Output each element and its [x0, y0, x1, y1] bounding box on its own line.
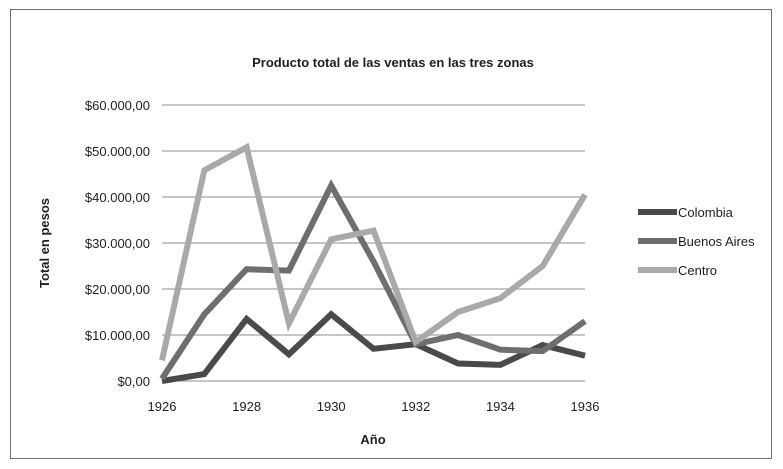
- legend-label: Colombia: [678, 205, 734, 220]
- y-axis-ticks: $0,00 $10.000,00 $20.000,00 $30.000,00 $40.0…: [85, 98, 150, 389]
- gridlines: [162, 104, 585, 336]
- series-line-buenos-aires: [159, 179, 587, 381]
- y-axis-title: Total en pesos: [37, 198, 52, 288]
- legend: Colombia Buenos Aires Centro: [638, 205, 755, 278]
- chart-frame: [10, 9, 772, 459]
- x-tick-label: 1936: [571, 399, 600, 414]
- y-tick-label: $40.000,00: [85, 190, 150, 205]
- x-tick-label: 1932: [401, 399, 430, 414]
- y-tick-label: $20.000,00: [85, 282, 150, 297]
- chart-title: Producto total de las ventas en las tres…: [252, 55, 534, 70]
- y-tick-label: $30.000,00: [85, 236, 150, 251]
- legend-label: Buenos Aires: [678, 234, 755, 249]
- x-tick-label: 1926: [148, 399, 177, 414]
- y-tick-label: $60.000,00: [85, 98, 150, 113]
- series-line-centro: [159, 142, 588, 361]
- x-tick-label: 1928: [232, 399, 261, 414]
- x-tick-label: 1934: [486, 399, 515, 414]
- y-tick-label: $0,00: [117, 374, 150, 389]
- x-axis-title: Año: [360, 432, 385, 447]
- legend-label: Centro: [678, 263, 717, 278]
- x-axis-ticks: 1926 1928 1930 1932 1934 1936: [148, 399, 600, 414]
- series-lines: [159, 142, 588, 384]
- y-tick-label: $10.000,00: [85, 328, 150, 343]
- x-tick-label: 1930: [317, 399, 346, 414]
- series-line-colombia: [161, 310, 586, 384]
- y-tick-label: $50.000,00: [85, 144, 150, 159]
